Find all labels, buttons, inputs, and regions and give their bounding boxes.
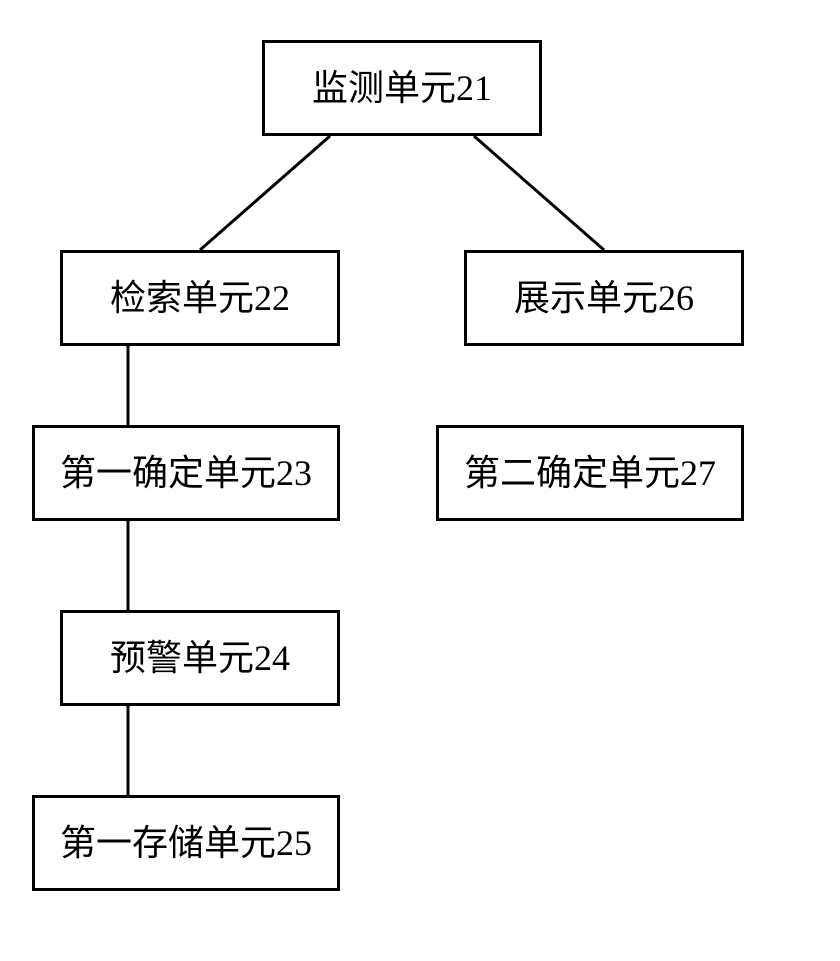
node-label: 检索单元22	[110, 280, 290, 316]
node-display-unit-26: 展示单元26	[464, 250, 744, 346]
node-retrieve-unit-22: 检索单元22	[60, 250, 340, 346]
node-label: 监测单元21	[312, 70, 492, 106]
node-second-determine-unit-27: 第二确定单元27	[436, 425, 744, 521]
node-label: 第二确定单元27	[464, 455, 716, 491]
node-first-determine-unit-23: 第一确定单元23	[32, 425, 340, 521]
node-alert-unit-24: 预警单元24	[60, 610, 340, 706]
node-label: 预警单元24	[110, 640, 290, 676]
node-label: 展示单元26	[514, 280, 694, 316]
edge-n21-n22	[200, 136, 330, 250]
node-label: 第一确定单元23	[60, 455, 312, 491]
diagram-canvas: 监测单元21 检索单元22 展示单元26 第一确定单元23 第二确定单元27 预…	[0, 0, 840, 961]
node-label: 第一存储单元25	[60, 825, 312, 861]
edge-n21-n26	[474, 136, 604, 250]
node-monitor-unit-21: 监测单元21	[262, 40, 542, 136]
node-first-storage-unit-25: 第一存储单元25	[32, 795, 340, 891]
